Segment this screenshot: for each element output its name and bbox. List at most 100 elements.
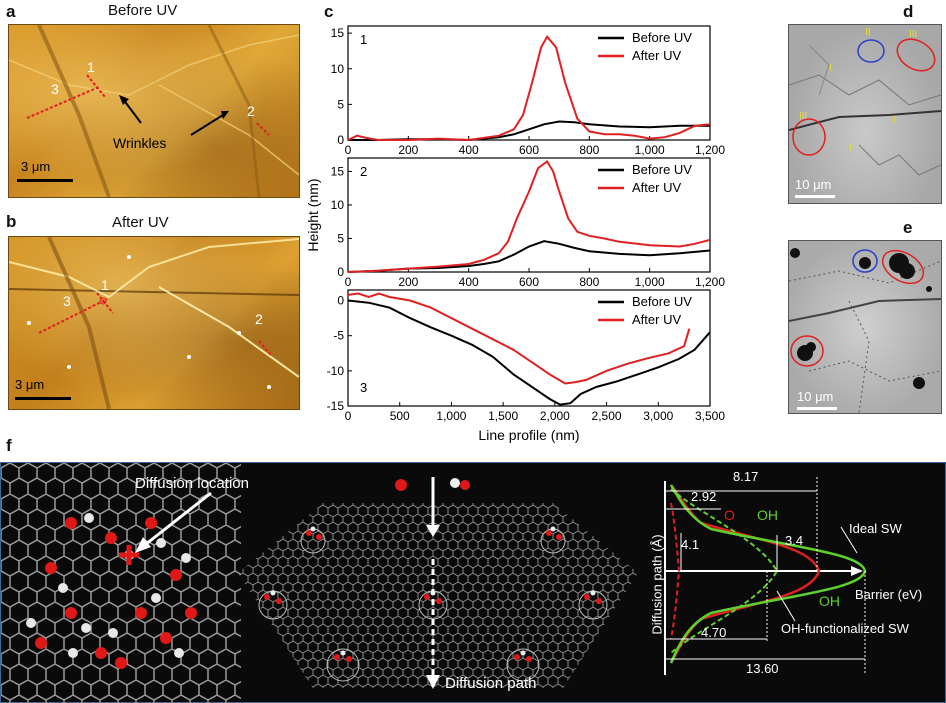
oh-functionalized-curve (670, 488, 779, 654)
value-4-1: 4.1 (681, 537, 700, 552)
scale-text-e: 10 μm (797, 389, 834, 404)
diffusion-path-label: Diffusion path (445, 675, 537, 692)
panel-f-simulation: Diffusion location (0, 462, 946, 703)
y-tick-label-1: 5 (337, 97, 344, 111)
series-line-3-2 (347, 292, 691, 385)
value-3-4: 3.4 (785, 533, 804, 548)
scale-text-b: 3 μm (15, 377, 45, 392)
x-tick-label-3: 3,500 (695, 409, 725, 423)
y-tick-label-2: 15 (331, 164, 345, 178)
y-axis-label: Height (nm) (305, 178, 321, 251)
afm-a-marker-3: 3 (51, 81, 59, 97)
y-tick-label-2: 5 (337, 231, 344, 245)
x-tick-label-2: 200 (398, 275, 418, 289)
x-tick-label-2: 1,000 (635, 275, 665, 289)
sem-d-roman-iii-top: III (909, 29, 918, 40)
series-line-2-2 (347, 159, 711, 273)
legend-label-2-1: Before UV (632, 162, 692, 177)
series-line-3-1 (347, 299, 711, 406)
y-tick-label-3: -15 (327, 399, 345, 413)
chart-number-1: 1 (360, 32, 367, 47)
x-tick-label-1: 800 (579, 143, 599, 157)
afm-b-marker-3: 3 (63, 293, 71, 309)
panel-e-label: e (903, 218, 913, 237)
y-tick-label-1: 10 (331, 62, 345, 76)
y-tick-label-3: 0 (337, 294, 344, 308)
panel-b-title: After UV (112, 214, 169, 231)
afm-b-marker-1: 1 (101, 277, 109, 293)
afm-overlay-a (9, 25, 299, 197)
o-label: O (724, 507, 735, 523)
oh-label-top: OH (757, 507, 778, 523)
scale-bar-e (797, 407, 837, 410)
panel-d-label: d (903, 2, 914, 21)
oh-functionalized-sw-label: OH-functionalized SW (781, 621, 909, 636)
chart-frame-3 (347, 289, 711, 407)
sem-d-roman-ii: II (865, 27, 871, 38)
chart-number-2: 2 (360, 164, 367, 179)
sem-overlay-d (789, 38, 941, 176)
diffusion-location-label: Diffusion location (135, 475, 249, 492)
afm-a-marker-2: 2 (247, 103, 255, 119)
panel-f-label: f (6, 436, 12, 455)
y-tick-label-1: 15 (331, 26, 345, 40)
functionalized-graphene-model (1, 463, 241, 703)
value-8-17: 8.17 (733, 469, 759, 484)
sem-image-e: 10 μm (788, 240, 942, 414)
axis-label-path: Diffusion path (Å) (647, 517, 667, 634)
chart-number-3: 3 (360, 380, 367, 395)
panel-a-label: a (6, 2, 16, 21)
y-tick-label-2: 0 (337, 265, 344, 279)
x-tick-label-3: 1,500 (488, 409, 518, 423)
panel-c-label: c (324, 2, 334, 21)
x-tick-label-2: 600 (519, 275, 539, 289)
y-tick-label-3: -10 (327, 364, 345, 378)
value-4-70: 4.70 (701, 625, 727, 640)
scale-bar-a (17, 179, 73, 182)
path-axis-label: Diffusion path (Å) (649, 534, 665, 635)
x-tick-label-1: 400 (459, 143, 479, 157)
x-tick-label-3: 1,000 (436, 409, 466, 423)
panel-a-title: Before UV (108, 2, 178, 19)
legend-label-3-2: After UV (632, 312, 681, 327)
x-tick-label-2: 1,200 (695, 275, 725, 289)
value-13-60: 13.60 (746, 661, 779, 676)
sem-overlay-e (789, 248, 941, 413)
scale-bar-d (795, 195, 835, 198)
afm-image-before: 3 1 2 Wrinkles 3 μm (8, 24, 300, 198)
ideal-sw-label: Ideal SW (849, 521, 902, 536)
sem-d-roman-iii-left: III (799, 111, 808, 122)
sem-d-roman-i-1: I (829, 63, 832, 74)
x-tick-label-1: 1,200 (695, 143, 725, 157)
graphene-sheet-model (238, 477, 638, 689)
y-tick-label-2: 10 (331, 198, 345, 212)
x-tick-label-2: 0 (345, 275, 352, 289)
energy-barrier-diagram (664, 477, 867, 675)
x-tick-label-3: 500 (390, 409, 410, 423)
x-tick-label-2: 400 (459, 275, 479, 289)
legend-label-3-1: Before UV (632, 294, 692, 309)
barrier-axis-label: Barrier (eV) (855, 587, 923, 602)
wrinkles-label: Wrinkles (113, 135, 167, 151)
scale-bar-b (15, 397, 71, 400)
legend-label-2-2: After UV (632, 180, 681, 195)
x-tick-label-3: 0 (345, 409, 352, 423)
legend-label-1-1: Before UV (632, 30, 692, 45)
x-tick-label-3: 2,500 (592, 409, 622, 423)
o-functionalized-curve (670, 502, 681, 640)
x-tick-label-1: 1,000 (635, 143, 665, 157)
x-tick-label-3: 2,000 (540, 409, 570, 423)
y-tick-label-3: -5 (333, 329, 344, 343)
x-tick-label-1: 0 (345, 143, 352, 157)
y-tick-label-1: 0 (337, 133, 344, 147)
scale-text-d: 10 μm (795, 177, 832, 192)
legend-label-1-2: After UV (632, 48, 681, 63)
afm-overlay-b (9, 237, 299, 409)
afm-a-marker-1: 1 (87, 59, 95, 75)
x-tick-label-3: 3,000 (643, 409, 673, 423)
x-tick-label-1: 600 (519, 143, 539, 157)
oh-label-bottom: OH (819, 593, 840, 609)
sem-image-d: II III I III I I 10 μm (788, 24, 942, 204)
x-tick-label-1: 200 (398, 143, 418, 157)
